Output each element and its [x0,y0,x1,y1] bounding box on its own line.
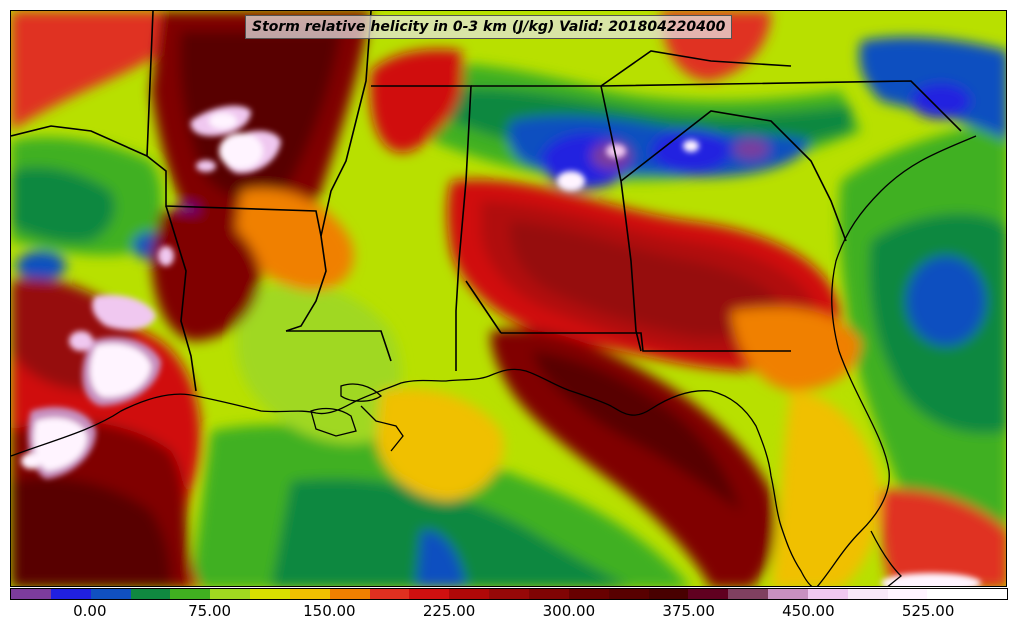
colorbar-swatch [608,589,649,599]
high-helicity-cells [21,105,981,586]
colorbar-swatch [728,589,769,599]
helicity-map [11,11,1006,586]
colorbar-swatch [210,589,251,599]
colorbar-swatch [489,589,529,599]
colorbar-swatch [409,589,450,599]
colorbar [10,588,1008,600]
colorbar-swatch [329,589,370,599]
colorbar-swatch [369,589,410,599]
coastline [11,135,977,586]
colorbar-tick-label: 450.00 [782,602,835,620]
colorbar-swatch [289,589,330,599]
colorbar-swatch [90,589,131,599]
colorbar-swatch [927,589,968,599]
colorbar-swatch [449,589,490,599]
colorbar-tick-label: 375.00 [662,602,715,620]
colorbar-tick-label: 225.00 [422,602,476,620]
colorbar-swatch [887,589,928,599]
colorbar-swatch [50,589,91,599]
colorbar-swatch [847,589,888,599]
colorbar-swatch [688,589,729,599]
colorbar-tick-label: 150.00 [303,602,356,620]
colorbar-swatch [648,589,689,599]
colorbar-tick-label: 525.00 [901,602,955,620]
colorbar-swatch [250,589,290,599]
colorbar-swatch [568,589,609,599]
colorbar-swatch [11,589,51,599]
colorbar-swatch [170,589,211,599]
colorbar-swatch [528,589,569,599]
colorbar-swatch [807,589,848,599]
map-panel [10,10,1007,587]
colorbar-labels: 0.00 75.00 150.00 225.00 300.00 375.00 450.00 5… [0,602,1018,624]
colorbar-swatch [768,589,808,599]
colorbar-tick-label: 0.00 [73,602,107,620]
colorbar-swatch [967,589,1008,599]
colorbar-tick-label: 300.00 [542,602,596,620]
colorbar-swatch [130,589,171,599]
colorbar-tick-label: 75.00 [188,602,232,620]
state-boundaries [11,11,962,392]
map-title: Storm relative helicity in 0-3 km (J/kg)… [245,15,733,39]
